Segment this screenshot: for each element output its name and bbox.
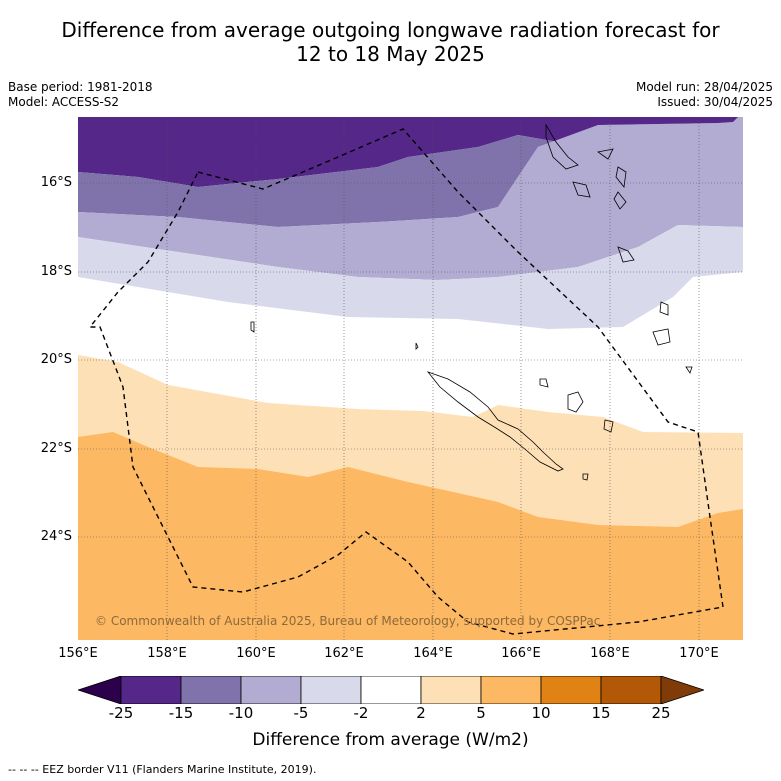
colorbar-segment [480,676,542,704]
title-line-1: Difference from average outgoing longwav… [61,18,720,42]
lon-label-156e: 156°E [58,646,98,661]
island-east-2 [652,328,671,346]
colorbar-extend-high [660,676,704,704]
loyalty-island-1 [539,378,549,388]
band-lavender [78,225,743,329]
cb-tick: 5 [476,704,486,722]
lat-label-16s: 16°S [40,175,72,190]
band-medium-purple [78,117,743,227]
vanuatu-island-2 [597,148,614,160]
colorbar-segment [540,676,602,704]
lat-label-22s: 22°S [40,441,72,456]
cb-tick: -5 [293,704,309,722]
island-east-3 [685,366,693,374]
cb-tick: -25 [108,704,134,722]
colorbar-segment [180,676,242,704]
chart-title: Difference from average outgoing longwav… [0,18,781,66]
new-caledonia-coast [426,371,564,472]
lat-label-20s: 20°S [40,352,72,367]
vanuatu-island-4 [572,181,591,198]
loyalty-island-2 [567,391,584,413]
lon-label-160e: 160°E [236,646,276,661]
band-orange [78,432,743,640]
colorbar-segment [600,676,662,704]
meta-left: Base period: 1981-2018 Model: ACCESS-S2 [8,80,153,110]
lat-label-18s: 18°S [40,264,72,279]
vanuatu-island-5 [613,191,627,210]
cb-tick: -15 [168,704,194,722]
cb-tick: 2 [416,704,426,722]
colorbar-segment [420,676,482,704]
colorbar-extend-low [78,676,122,704]
colorbar-segment [240,676,302,704]
meta-right: Model run: 28/04/2025 Issued: 30/04/2025 [636,80,773,110]
island-small-1 [415,342,419,350]
cb-tick: -10 [228,704,254,722]
lon-label-158e: 158°E [147,646,187,661]
cb-tick: 10 [531,704,551,722]
vanuatu-island-1 [545,123,579,170]
vanuatu-island-6 [617,246,635,263]
island-small-2 [250,321,255,333]
title-line-2: 12 to 18 May 2025 [296,42,485,66]
lon-label-162e: 162°E [324,646,364,661]
colorbar-segment [360,676,422,704]
loyalty-island-3 [603,419,614,433]
colorbar [78,676,704,704]
lon-label-166e: 166°E [501,646,541,661]
eez-border [88,128,724,635]
cb-tick: 25 [651,704,671,722]
lat-label-24s: 24°S [40,529,72,544]
island-south [582,473,589,481]
lon-label-164e: 164°E [413,646,453,661]
cb-tick: -2 [353,704,369,722]
issued-date: Issued: 30/04/2025 [657,95,773,109]
band-light-purple [78,117,743,280]
vanuatu-island-3 [615,166,627,188]
lon-label-170e: 170°E [679,646,719,661]
colorbar-title: Difference from average (W/m2) [252,730,529,750]
coastlines [250,123,693,481]
eez-footnote: -- -- -- EEZ border V11 (Flanders Marine… [8,763,317,776]
island-east-1 [659,301,669,316]
cb-tick: 15 [591,704,611,722]
colorbar-segment [120,676,182,704]
map-panel [78,117,743,640]
model-run: Model run: 28/04/2025 [635,80,773,94]
model-name: Model: ACCESS-S2 [8,95,120,109]
base-period: Base period: 1981-2018 [8,80,153,94]
colorbar-segment [300,676,362,704]
lon-label-168e: 168°E [590,646,630,661]
copyright-notice: © Commonwealth of Australia 2025, Bureau… [95,614,601,628]
